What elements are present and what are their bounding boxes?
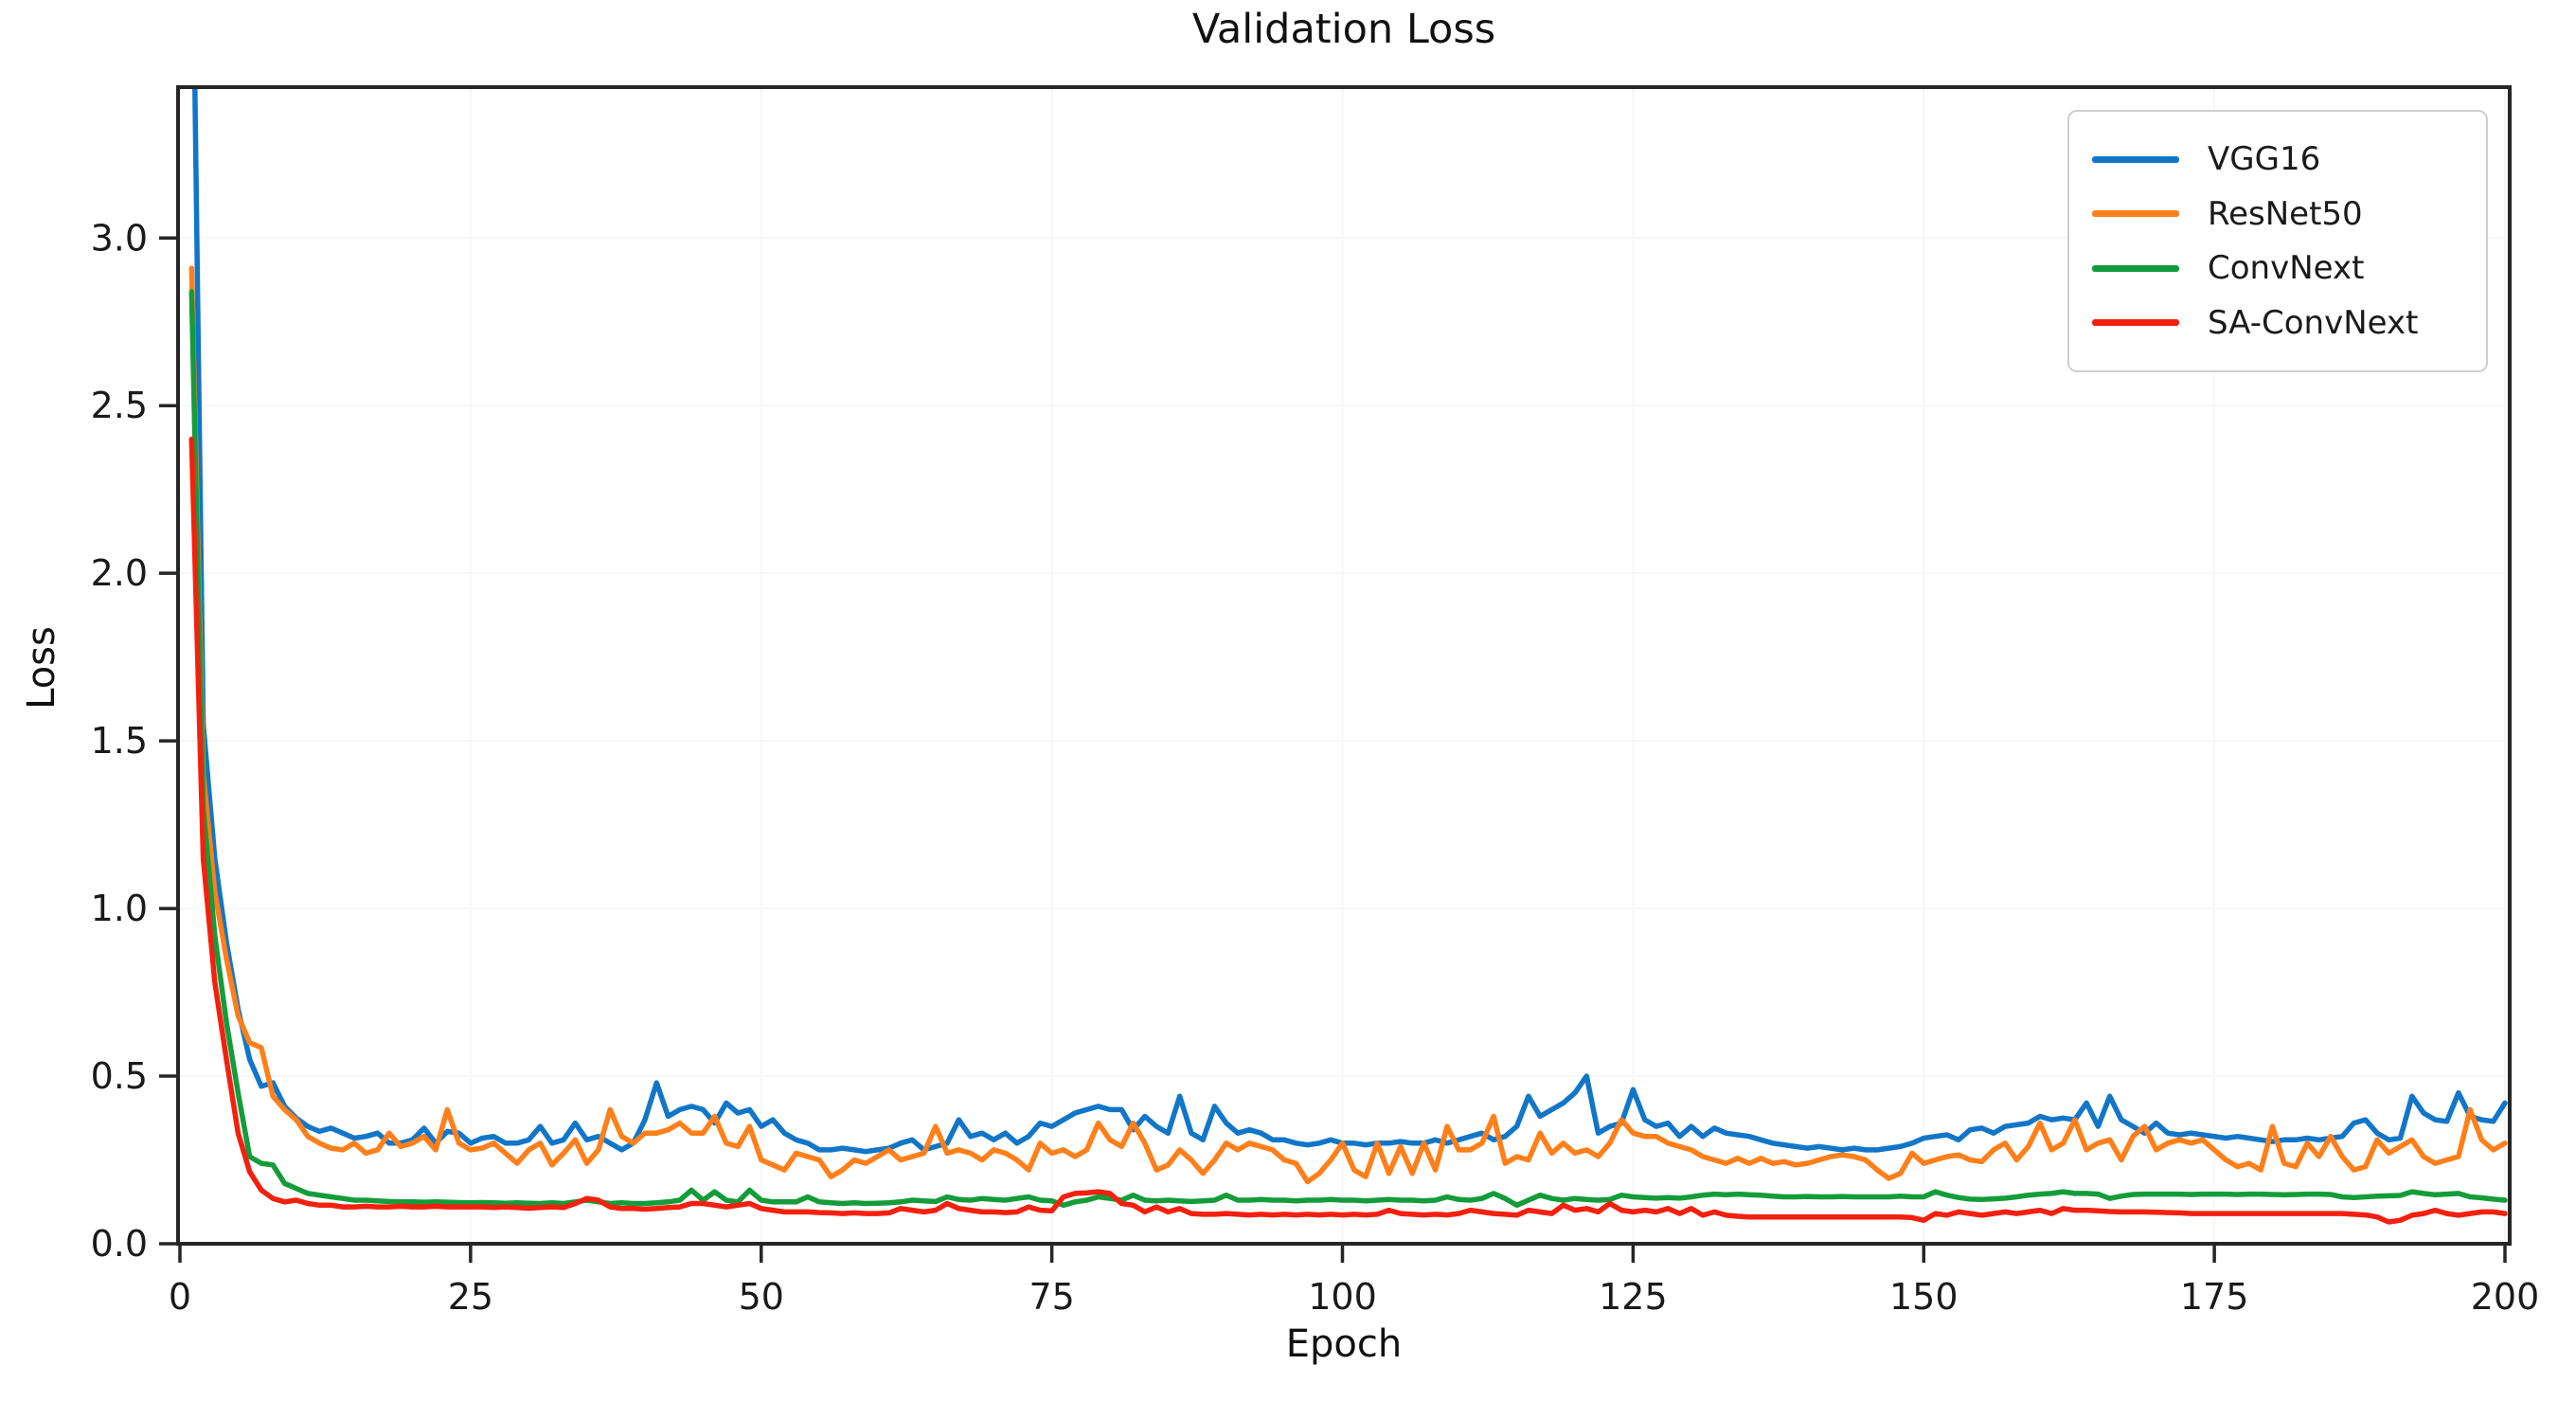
legend-swatch-ConvNext	[2092, 264, 2179, 272]
y-tick-label: 2.0	[91, 552, 148, 594]
x-tick-label: 0	[169, 1276, 191, 1318]
series-line-SA-ConvNext	[188, 436, 2508, 1225]
legend-swatch-ResNet50	[2092, 210, 2179, 218]
y-tick-label: 1.0	[91, 888, 148, 929]
y-tick-label: 3.0	[91, 217, 148, 259]
x-tick-label: 50	[739, 1276, 784, 1318]
chart-title: Validation Loss	[1191, 6, 1496, 53]
legend-swatch-VGG16	[2092, 155, 2179, 163]
x-tick-label: 200	[2471, 1276, 2540, 1318]
series-group	[188, 87, 2508, 1225]
series-line-ResNet50	[188, 265, 2508, 1185]
legend-label: ConvNext	[2208, 249, 2365, 288]
x-axis-label: Epoch	[1285, 1322, 1403, 1366]
legend-item-ResNet50: ResNet50	[2092, 198, 2463, 230]
y-tick-label: 0.5	[91, 1055, 148, 1097]
series-line-VGG16	[192, 87, 2508, 1155]
x-tick-label: 100	[1308, 1276, 1377, 1318]
legend: VGG16 ResNet50 ConvNext SA-ConvNext	[2067, 110, 2488, 372]
x-tick-label: 25	[448, 1276, 493, 1318]
legend-label: VGG16	[2208, 140, 2321, 179]
legend-item-ConvNext: ConvNext	[2092, 252, 2463, 284]
legend-label: SA-ConvNext	[2208, 303, 2419, 342]
y-tick-label: 2.5	[91, 385, 148, 426]
x-tick-label: 150	[1889, 1276, 1959, 1318]
legend-swatch-SA-ConvNext	[2092, 319, 2179, 327]
x-tick-label: 175	[2180, 1276, 2249, 1318]
legend-item-VGG16: VGG16	[2092, 143, 2463, 175]
y-tick-label: 0.0	[91, 1223, 148, 1265]
legend-label: ResNet50	[2208, 194, 2363, 233]
y-tick-label: 1.5	[91, 720, 148, 762]
legend-item-SA-ConvNext: SA-ConvNext	[2092, 307, 2463, 339]
x-tick-label: 75	[1029, 1276, 1074, 1318]
x-tick-label: 125	[1599, 1276, 1668, 1318]
series-line-ConvNext	[188, 289, 2508, 1209]
